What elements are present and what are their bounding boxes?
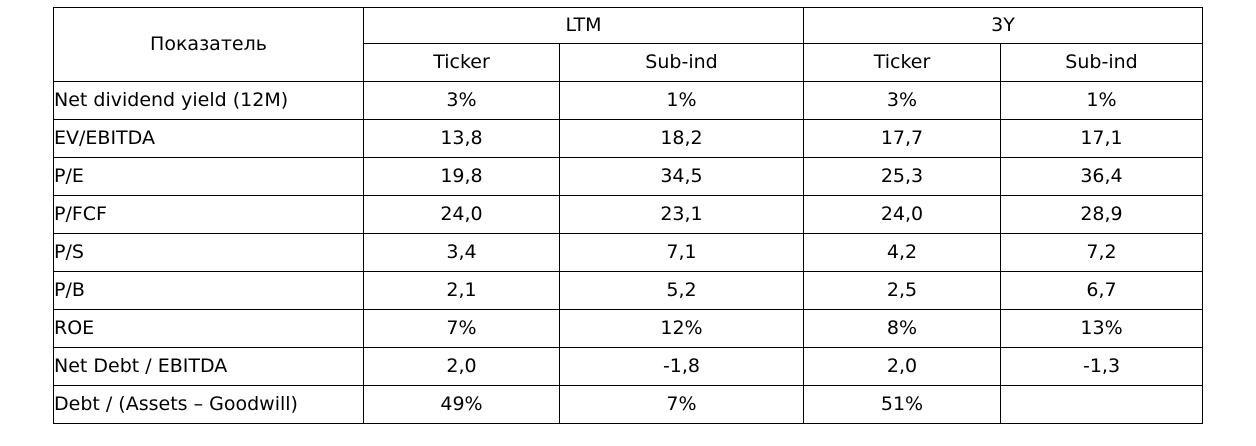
ltm-sub-ind-header: Sub-ind bbox=[559, 43, 804, 82]
ltm-sub-ind-value: 23,1 bbox=[559, 195, 804, 234]
3y-ticker-value: 2,0 bbox=[803, 347, 1001, 386]
row-label: Debt / (Assets – Goodwill) bbox=[53, 385, 364, 424]
3y-sub-ind-value: -1,3 bbox=[999, 347, 1204, 386]
3y-ticker-value: 2,5 bbox=[803, 271, 1001, 310]
ltm-ticker-value: 7% bbox=[363, 309, 560, 348]
3y-sub-ind-value: 36,4 bbox=[999, 157, 1204, 196]
ltm-ticker-value: 3% bbox=[363, 81, 560, 120]
ltm-ticker-value: 19,8 bbox=[363, 157, 560, 196]
3y-sub-ind-value bbox=[999, 385, 1204, 424]
indicator-column-header: Показатель bbox=[53, 7, 364, 82]
3y-sub-ind-header: Sub-ind bbox=[999, 43, 1204, 82]
3y-ticker-value: 3% bbox=[803, 81, 1001, 120]
ltm-ticker-value: 3,4 bbox=[363, 233, 560, 272]
row-label: P/S bbox=[53, 233, 364, 272]
table-row: P/B 2,1 5,2 2,5 6,7 bbox=[53, 271, 1204, 310]
3y-sub-ind-value: 17,1 bbox=[999, 119, 1204, 158]
table-row: Net Debt / EBITDA 2,0 -1,8 2,0 -1,3 bbox=[53, 347, 1204, 386]
ltm-sub-ind-value: 34,5 bbox=[559, 157, 804, 196]
ltm-ticker-value: 2,0 bbox=[363, 347, 560, 386]
3y-ticker-value: 8% bbox=[803, 309, 1001, 348]
3y-sub-ind-value: 7,2 bbox=[999, 233, 1204, 272]
3y-ticker-value: 51% bbox=[803, 385, 1001, 424]
table-row: Net dividend yield (12M) 3% 1% 3% 1% bbox=[53, 81, 1204, 120]
row-label: Net dividend yield (12M) bbox=[53, 81, 364, 120]
ltm-sub-ind-value: 7,1 bbox=[559, 233, 804, 272]
table-row: P/E 19,8 34,5 25,3 36,4 bbox=[53, 157, 1204, 196]
3y-ticker-value: 25,3 bbox=[803, 157, 1001, 196]
ltm-sub-ind-value: 7% bbox=[559, 385, 804, 424]
3y-sub-ind-value: 13% bbox=[999, 309, 1204, 348]
row-label: P/E bbox=[53, 157, 364, 196]
ltm-sub-ind-value: 5,2 bbox=[559, 271, 804, 310]
ltm-ticker-value: 13,8 bbox=[363, 119, 560, 158]
ltm-sub-ind-value: 18,2 bbox=[559, 119, 804, 158]
3y-ticker-value: 17,7 bbox=[803, 119, 1001, 158]
valuation-metrics-table: Показатель LTM 3Y Ticker Sub-ind Ticker … bbox=[53, 7, 1204, 424]
ltm-sub-ind-value: 1% bbox=[559, 81, 804, 120]
3y-ticker-header: Ticker bbox=[803, 43, 1001, 82]
3y-sub-ind-value: 1% bbox=[999, 81, 1204, 120]
row-label: Net Debt / EBITDA bbox=[53, 347, 364, 386]
ltm-group-header: LTM bbox=[363, 7, 804, 44]
ltm-sub-ind-value: -1,8 bbox=[559, 347, 804, 386]
table-row: EV/EBITDA 13,8 18,2 17,7 17,1 bbox=[53, 119, 1204, 158]
ltm-sub-ind-value: 12% bbox=[559, 309, 804, 348]
table-header-row: Показатель LTM 3Y bbox=[53, 7, 1204, 82]
table-row: P/FCF 24,0 23,1 24,0 28,9 bbox=[53, 195, 1204, 234]
3y-sub-ind-value: 6,7 bbox=[999, 271, 1204, 310]
ltm-ticker-value: 24,0 bbox=[363, 195, 560, 234]
table-row: ROE 7% 12% 8% 13% bbox=[53, 309, 1204, 348]
ltm-ticker-value: 49% bbox=[363, 385, 560, 424]
3y-sub-ind-value: 28,9 bbox=[999, 195, 1204, 234]
3y-ticker-value: 24,0 bbox=[803, 195, 1001, 234]
table-row: Debt / (Assets – Goodwill) 49% 7% 51% bbox=[53, 385, 1204, 424]
table-subheader-row: Ticker Sub-ind Ticker Sub-ind bbox=[54, 43, 1204, 82]
row-label: P/FCF bbox=[53, 195, 364, 234]
table-row: P/S 3,4 7,1 4,2 7,2 bbox=[53, 233, 1204, 272]
ltm-ticker-value: 2,1 bbox=[363, 271, 560, 310]
3y-ticker-value: 4,2 bbox=[803, 233, 1001, 272]
ltm-ticker-header: Ticker bbox=[363, 43, 560, 82]
row-label: EV/EBITDA bbox=[53, 119, 364, 158]
3y-group-header: 3Y bbox=[802, 7, 1204, 44]
row-label: P/B bbox=[53, 271, 364, 310]
row-label: ROE bbox=[53, 309, 364, 348]
